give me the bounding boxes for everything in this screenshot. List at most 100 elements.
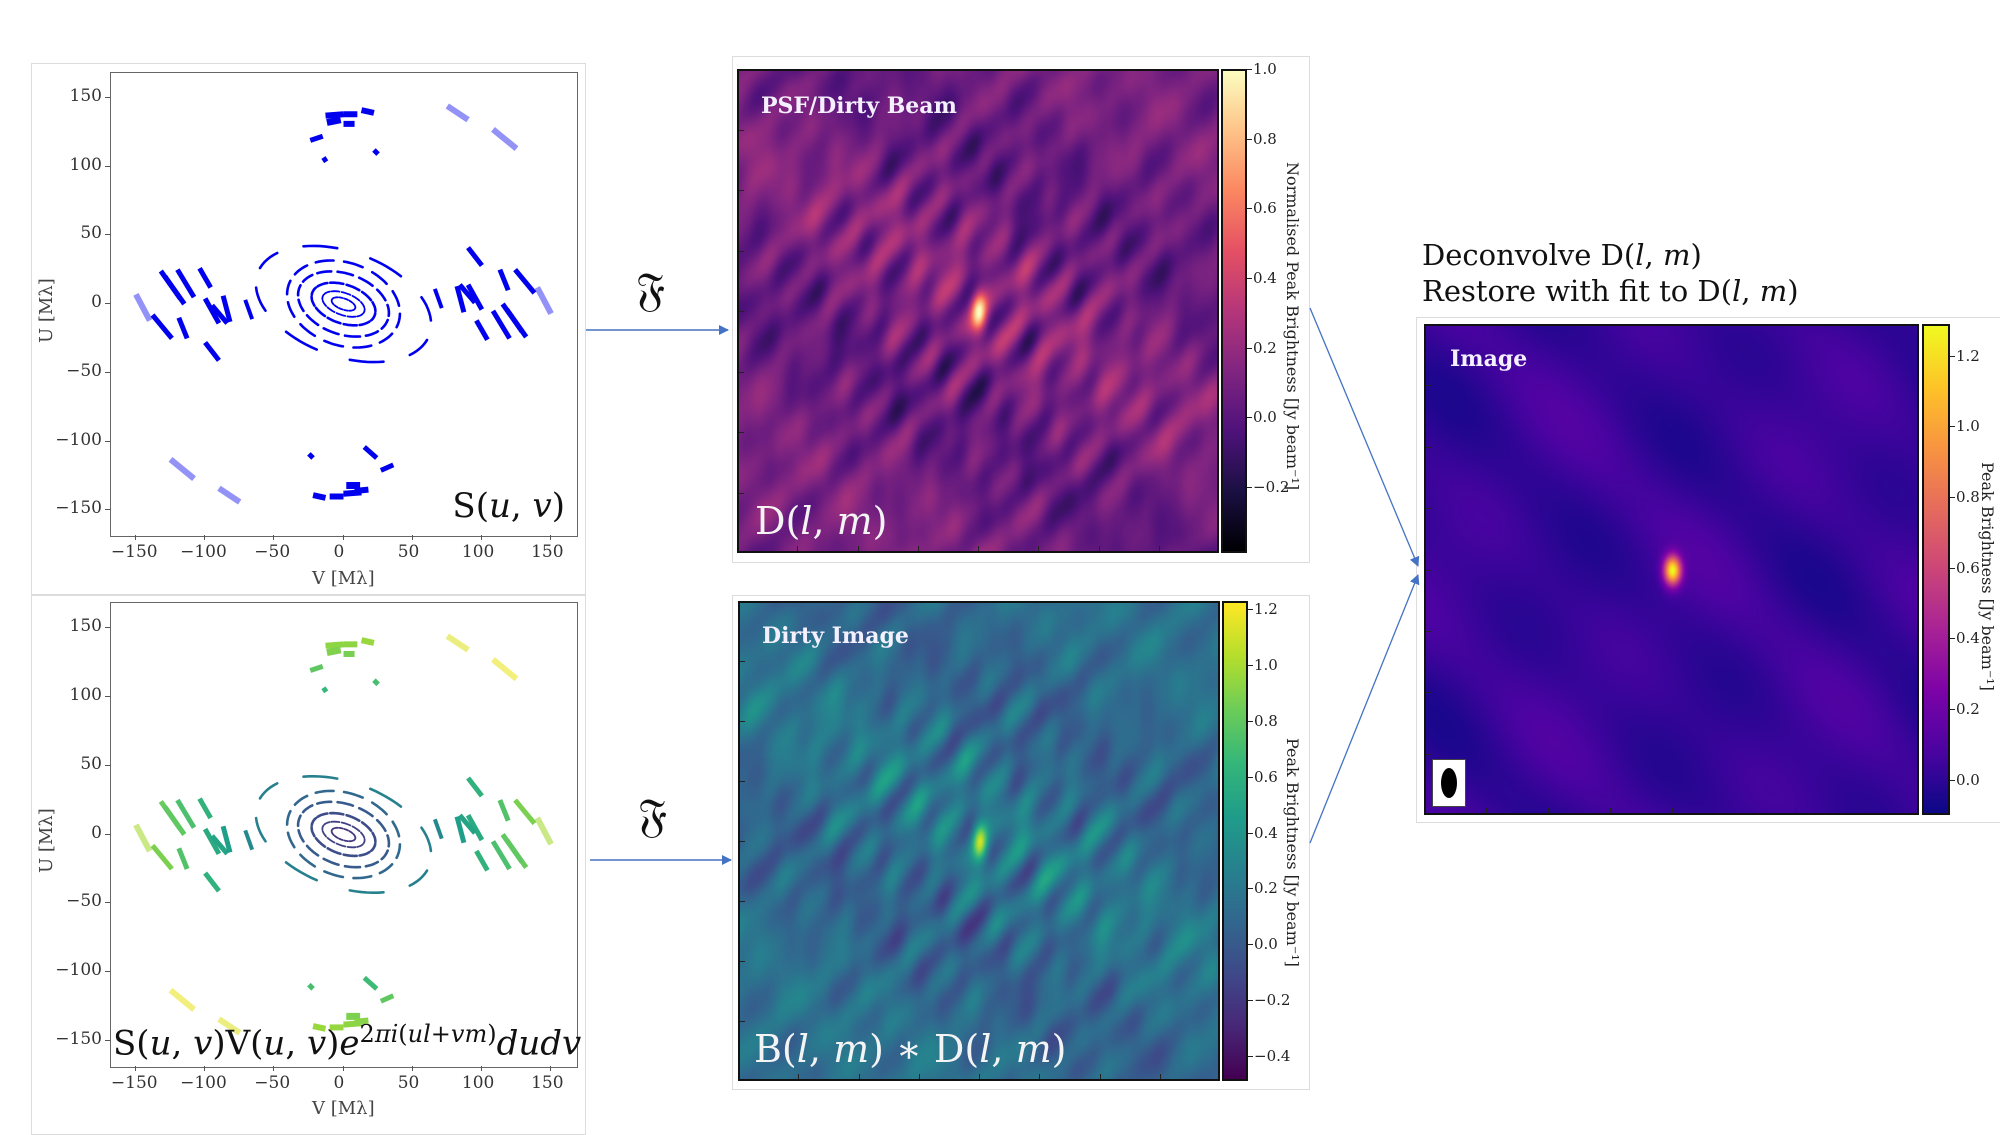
x-tick-label: 0 bbox=[334, 1073, 345, 1093]
uv-track-segment bbox=[380, 864, 392, 873]
colorbar-tick-label: 1.0 bbox=[1253, 60, 1277, 78]
colorbar-tick bbox=[1950, 709, 1955, 710]
uv-track-segment bbox=[435, 819, 442, 838]
image-frame-tick bbox=[1857, 808, 1858, 813]
uv-track-segment bbox=[337, 313, 346, 316]
uv-track-segment bbox=[344, 262, 363, 268]
uv-track-segment bbox=[344, 841, 348, 842]
uv-track-segment bbox=[447, 636, 468, 650]
image-frame-tick bbox=[1426, 508, 1431, 509]
x-tick bbox=[343, 1066, 344, 1071]
uv-track-segment bbox=[316, 261, 334, 263]
uv-track-segment bbox=[317, 802, 331, 804]
uv-track-segment bbox=[359, 808, 372, 816]
uv-track-segment bbox=[303, 275, 312, 282]
x-tick bbox=[550, 535, 551, 540]
y-tick-label: 100 bbox=[70, 155, 102, 175]
uv-track-segment bbox=[328, 838, 335, 843]
x-tick bbox=[273, 1066, 274, 1071]
uv-track-segment bbox=[288, 833, 294, 847]
image-frame-tick bbox=[859, 1074, 860, 1079]
uv-track-segment bbox=[312, 827, 315, 836]
clean-image: Image bbox=[1424, 324, 1919, 815]
uv-track-segment bbox=[422, 297, 431, 320]
x-tick-label: −50 bbox=[254, 1073, 290, 1093]
y-tick bbox=[105, 234, 110, 235]
uv-track-segment bbox=[313, 495, 325, 498]
uv-visibility-ylabel: U [Mλ] bbox=[36, 808, 57, 873]
uv-track-segment bbox=[332, 298, 334, 299]
x-tick-label: 150 bbox=[531, 1073, 563, 1093]
uv-track-segment bbox=[364, 447, 376, 458]
uv-sampling-plot: S(u, v) bbox=[110, 72, 578, 537]
uv-track-segment bbox=[493, 841, 510, 869]
y-tick bbox=[105, 509, 110, 510]
uv-track-segment bbox=[299, 300, 304, 311]
image-frame-tick bbox=[1548, 808, 1549, 813]
uv-track-segment bbox=[307, 846, 318, 856]
uv-track-segment bbox=[373, 302, 376, 311]
y-tick-label: 50 bbox=[80, 754, 102, 774]
uv-track-segment bbox=[200, 799, 211, 818]
y-tick bbox=[105, 372, 110, 373]
uv-track-segment bbox=[339, 828, 343, 829]
image-frame-tick bbox=[858, 546, 859, 551]
uv-track-segment bbox=[324, 328, 339, 334]
deconvolve-title: Deconvolve D(l, m) bbox=[1422, 238, 1702, 272]
x-tick bbox=[135, 1066, 136, 1071]
colorbar-tick bbox=[1950, 638, 1955, 639]
uv-track-segment bbox=[366, 331, 378, 335]
uv-track-segment bbox=[323, 301, 326, 306]
uv-track-segment bbox=[322, 825, 323, 830]
uv-track-segment bbox=[377, 820, 385, 831]
colorbar-tick bbox=[1950, 780, 1955, 781]
image-frame-tick bbox=[740, 721, 745, 722]
uv-track-segment bbox=[303, 805, 312, 812]
x-tick-label: −150 bbox=[111, 1073, 158, 1093]
uv-track-segment bbox=[256, 288, 265, 311]
uv-track-segment bbox=[372, 803, 386, 815]
uv-visibility-annotation: S(u, v)V(u, v)e2πi(ul+vm)dudv bbox=[113, 1020, 581, 1063]
x-tick bbox=[135, 535, 136, 540]
uv-track-segment bbox=[493, 311, 510, 339]
x-tick-label: −150 bbox=[111, 542, 158, 562]
image-frame-tick bbox=[1100, 1074, 1101, 1079]
uv-track-segment bbox=[366, 862, 378, 866]
uv-track-segment bbox=[344, 829, 348, 830]
uv-track-segment bbox=[339, 839, 343, 840]
y-tick-label: −150 bbox=[55, 1029, 102, 1049]
image-frame-tick bbox=[739, 432, 744, 433]
fourier-transform-symbol-top: 𝔉 bbox=[636, 262, 665, 318]
uv-track-segment bbox=[361, 640, 373, 643]
uv-track-segment bbox=[323, 831, 326, 836]
uv-track-segment bbox=[422, 828, 431, 851]
uv-track-segment bbox=[295, 796, 307, 805]
y-tick bbox=[105, 97, 110, 98]
image-frame-tick bbox=[978, 546, 979, 551]
colorbar-tick-label: 0.6 bbox=[1956, 559, 1980, 577]
colorbar-tick bbox=[1248, 1000, 1253, 1001]
clean-image-colorbar bbox=[1922, 324, 1950, 815]
uv-track-segment bbox=[357, 314, 362, 317]
uv-track-segment bbox=[349, 831, 352, 833]
colorbar-tick-label: 1.2 bbox=[1254, 600, 1278, 618]
dirty-image-colorbar bbox=[1222, 601, 1248, 1081]
x-tick-label: 50 bbox=[398, 1073, 420, 1093]
uv-track-segment bbox=[310, 666, 322, 670]
dirty-image-colorbar-label: Peak Brightness [Jy beam⁻¹] bbox=[1283, 738, 1302, 967]
image-frame-tick bbox=[740, 841, 745, 842]
restoring-beam-ellipse bbox=[1441, 768, 1457, 798]
x-tick-label: 50 bbox=[398, 542, 420, 562]
arrow-psf-to-clean bbox=[1310, 308, 1418, 566]
colorbar-tick-label: −0.2 bbox=[1254, 991, 1290, 1009]
uv-track-segment bbox=[337, 844, 346, 847]
colorbar-tick bbox=[1247, 278, 1252, 279]
uv-track-segment bbox=[515, 270, 534, 293]
uv-track-segment bbox=[335, 305, 338, 307]
uv-track-segment bbox=[353, 826, 360, 831]
uv-track-segment bbox=[468, 248, 482, 266]
uv-track-segment bbox=[435, 289, 442, 308]
uv-track-segment bbox=[410, 340, 427, 355]
colorbar-tick bbox=[1247, 69, 1252, 70]
uv-track-segment bbox=[537, 288, 551, 314]
